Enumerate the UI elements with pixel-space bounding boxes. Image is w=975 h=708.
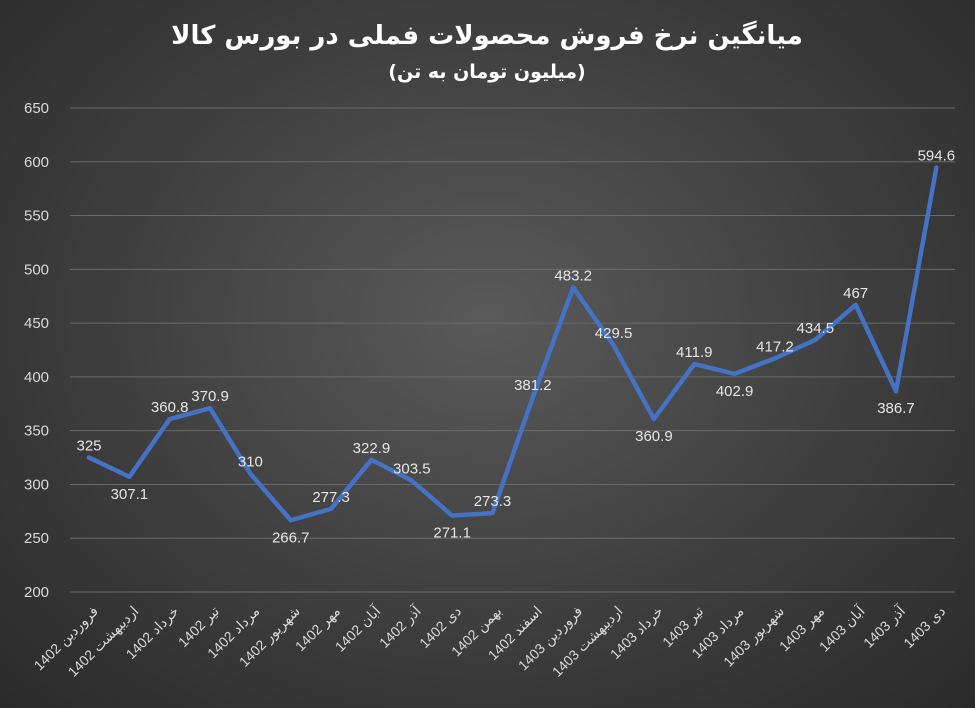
- data-label: 483.2: [554, 267, 592, 284]
- data-label: 434.5: [797, 320, 835, 337]
- data-label: 266.7: [272, 529, 310, 546]
- data-label: 307.1: [111, 486, 149, 503]
- series-line: [86, 165, 939, 523]
- data-label: 322.9: [353, 440, 391, 457]
- data-label: 381.2: [514, 377, 552, 394]
- data-label: 429.5: [595, 325, 633, 342]
- data-label: 325: [76, 438, 101, 455]
- x-tick-label: دی 1403: [900, 603, 948, 651]
- y-tick-label: 250: [24, 530, 49, 547]
- y-tick-label: 400: [24, 369, 49, 386]
- y-tick-label: 500: [24, 261, 49, 278]
- y-axis-ticks: 200 250 300 350 400 450 500 550 600 650: [24, 100, 49, 601]
- y-tick-label: 200: [24, 584, 49, 601]
- chart-title: میانگین نرخ فروش محصولات فملی در بورس کا…: [171, 20, 803, 51]
- data-label: 310: [238, 454, 263, 471]
- data-label: 360.9: [635, 428, 673, 445]
- data-label: 277.3: [312, 489, 350, 506]
- data-label: 402.9: [716, 383, 754, 400]
- y-tick-label: 600: [24, 154, 49, 171]
- y-tick-label: 300: [24, 476, 49, 493]
- x-tick-label: آذر 1403: [859, 601, 909, 651]
- x-tick-label: آبان 1403: [815, 601, 868, 654]
- data-label: 417.2: [756, 338, 794, 355]
- gridlines: [70, 107, 955, 593]
- data-label: 360.8: [151, 399, 189, 416]
- y-tick-label: 650: [24, 100, 49, 117]
- data-label: 370.9: [191, 388, 229, 405]
- data-label: 411.9: [676, 344, 712, 361]
- data-label: 594.6: [918, 148, 956, 165]
- data-label: 386.7: [877, 400, 915, 417]
- y-tick-label: 450: [24, 315, 49, 332]
- y-tick-label: 350: [24, 423, 49, 440]
- data-label: 273.3: [474, 493, 512, 510]
- y-tick-label: 550: [24, 208, 49, 225]
- chart-subtitle: (میلیون تومان به تن): [388, 61, 585, 83]
- data-label: 303.5: [393, 461, 431, 478]
- data-label: 467: [843, 285, 868, 302]
- data-label: 271.1: [433, 525, 471, 542]
- x-tick-label: آبان 1402: [331, 601, 384, 654]
- x-tick-label: آذر 1402: [375, 601, 425, 651]
- series-line-layer: [86, 165, 939, 523]
